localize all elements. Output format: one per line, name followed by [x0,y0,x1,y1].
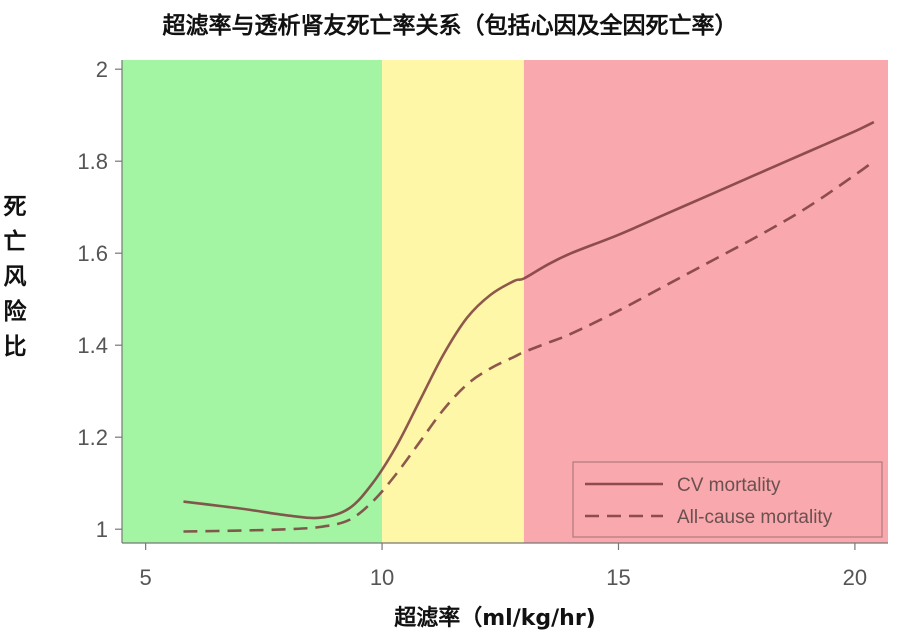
background-regions [122,60,888,543]
y-tick-label: 1.8 [77,149,108,174]
y-tick-label: 1.6 [77,241,108,266]
legend-label: CV mortality [677,475,781,496]
region-low [122,60,383,543]
x-tick-label: 15 [606,565,630,590]
chart-title: 超滤率与透析肾友死亡率关系（包括心因及全因死亡率） [162,13,738,39]
y-tick-label: 1 [96,517,108,542]
y-tick-label: 1.2 [77,425,108,450]
legend-label: All-cause mortality [677,507,833,528]
x-tick-label: 5 [140,565,152,590]
region-mid [382,60,524,543]
ticks: 1 1.2 1.4 1.6 1.8 2 5 10 15 20 [77,57,867,590]
y-tick-label: 2 [96,57,108,82]
series-lines [183,120,875,533]
y-tick-label: 1.4 [77,333,108,358]
x-tick-label: 10 [370,565,394,590]
series-line-cv-mortality [183,120,875,520]
legend: CV mortality All-cause mortality [572,461,883,538]
axes [121,60,888,544]
region-high [523,60,888,543]
x-tick-label: 20 [843,565,867,590]
x-axis-title: 超滤率（ml/kg/hr) [394,606,596,631]
series-line-all-cause-mortality [183,160,875,533]
y-axis-title: 死亡风险比 [3,194,27,360]
legend-box [572,461,883,538]
